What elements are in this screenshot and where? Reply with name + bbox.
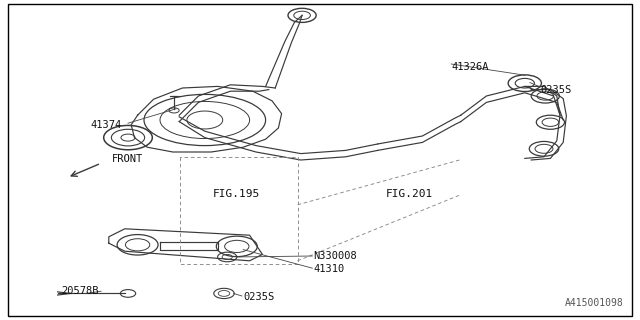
- Text: 41374: 41374: [90, 120, 122, 130]
- Text: FIG.201: FIG.201: [386, 188, 433, 199]
- Text: 0235S: 0235S: [541, 84, 572, 95]
- Text: FRONT: FRONT: [112, 154, 143, 164]
- Text: 0235S: 0235S: [243, 292, 275, 302]
- Text: A415001098: A415001098: [565, 298, 624, 308]
- Text: N330008: N330008: [314, 251, 357, 261]
- Text: 41326A: 41326A: [451, 62, 489, 72]
- Text: 41310: 41310: [314, 264, 345, 274]
- Text: FIG.195: FIG.195: [213, 188, 260, 199]
- Text: 20578B: 20578B: [61, 286, 99, 296]
